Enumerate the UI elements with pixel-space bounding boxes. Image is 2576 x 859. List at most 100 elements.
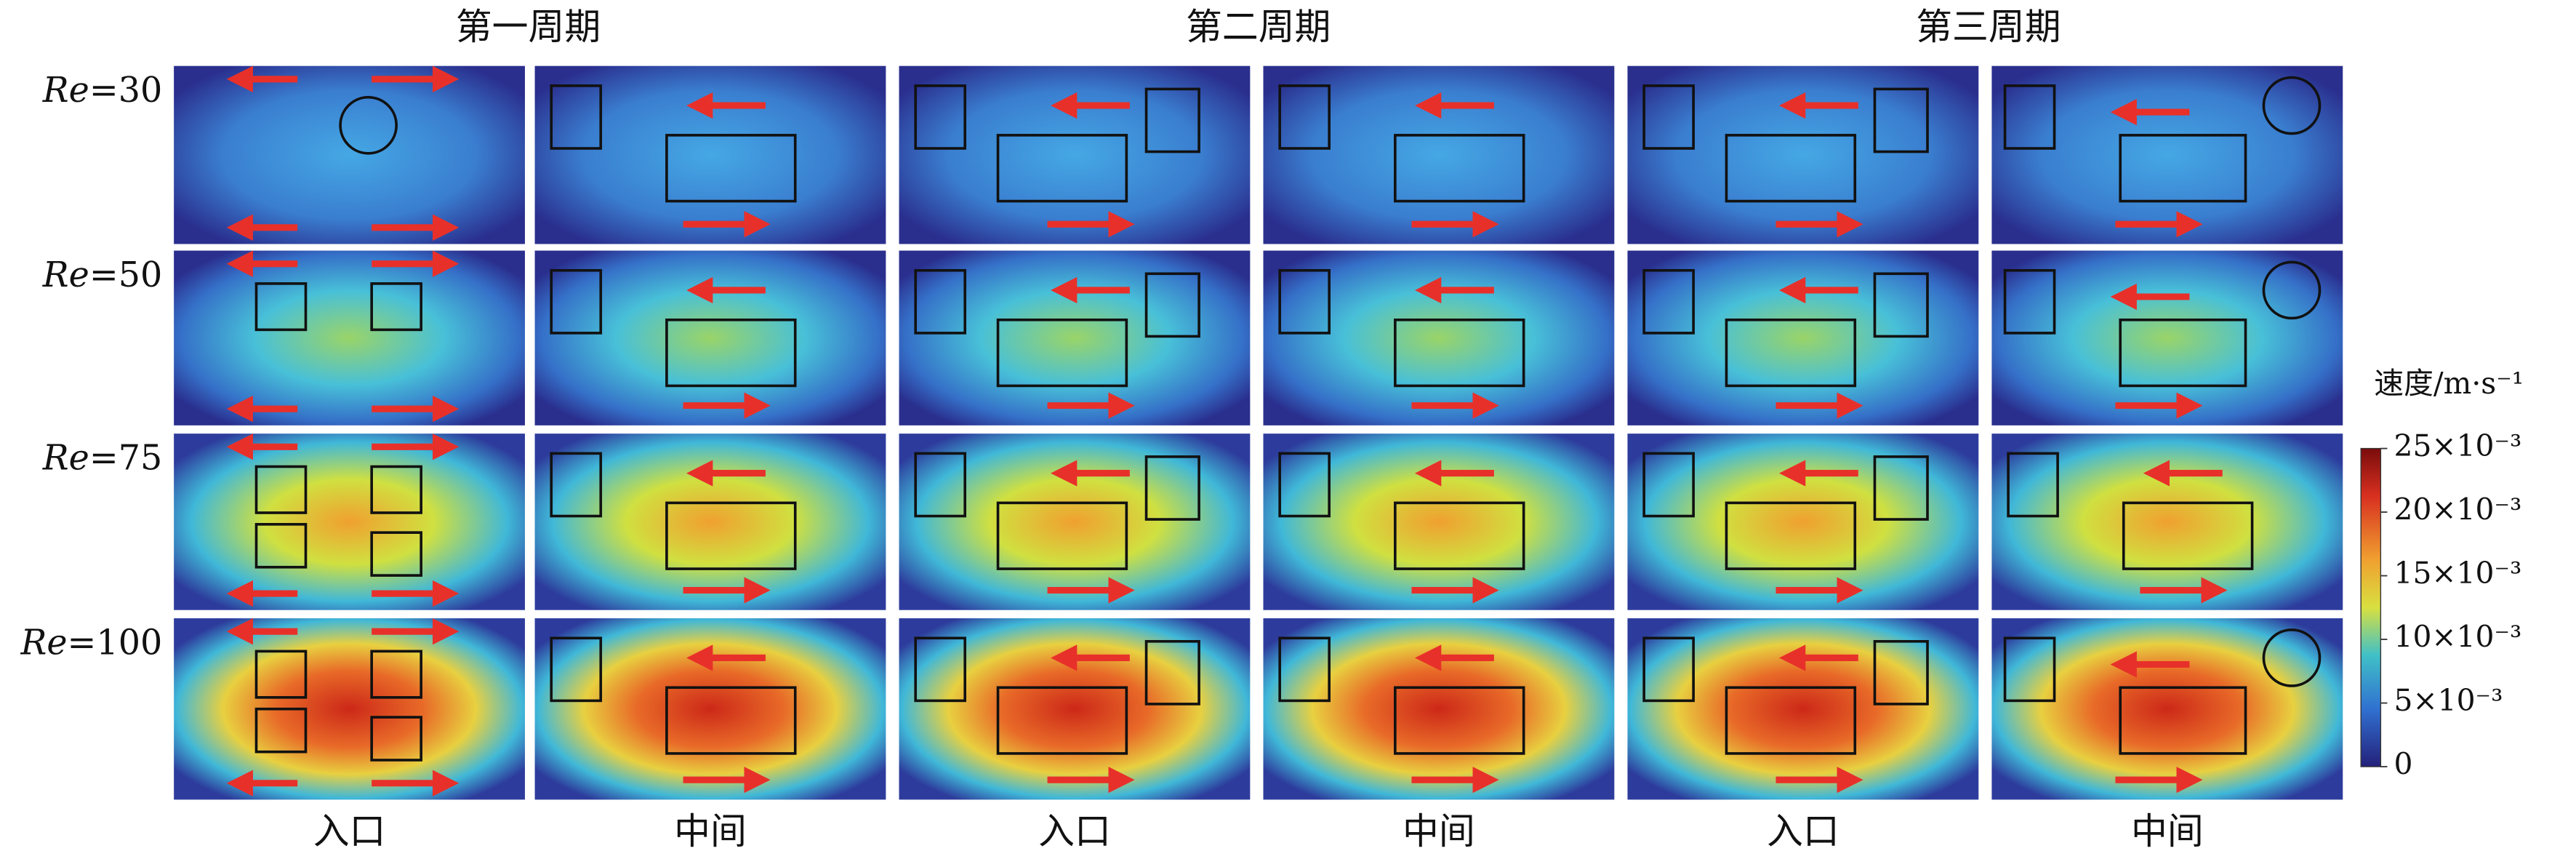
obstacle xyxy=(2262,260,2322,320)
obstacle xyxy=(996,501,1128,570)
velocity-field xyxy=(1991,434,2343,610)
column-label: 入口 xyxy=(1767,810,1839,852)
row-label-variable: Re xyxy=(20,623,68,663)
obstacle xyxy=(370,716,422,762)
obstacle xyxy=(665,686,797,755)
obstacle xyxy=(2003,84,2056,150)
obstacle xyxy=(550,84,603,150)
row-label-value: =50 xyxy=(89,255,162,295)
row-label: Re=30 xyxy=(42,70,162,110)
obstacle xyxy=(1394,134,1525,203)
velocity-field xyxy=(1627,250,1979,425)
obstacle xyxy=(665,318,797,388)
colorbar-tick-label: 15×10⁻³ xyxy=(2394,556,2522,591)
column-header: 第二周期 xyxy=(1186,6,1331,48)
velocity-field xyxy=(534,65,886,244)
row-label-variable: Re xyxy=(42,438,89,478)
obstacle xyxy=(1725,134,1857,203)
obstacle xyxy=(254,282,308,332)
obstacle xyxy=(1642,84,1695,150)
velocity-field xyxy=(174,250,525,425)
obstacle xyxy=(254,650,308,699)
velocity-field xyxy=(1263,65,1615,244)
obstacle xyxy=(1144,87,1200,153)
velocity-field xyxy=(174,65,525,244)
colorbar xyxy=(2360,447,2382,767)
obstacle xyxy=(2003,636,2056,703)
obstacle xyxy=(1725,501,1857,570)
obstacle xyxy=(370,531,422,577)
velocity-field xyxy=(174,618,525,800)
obstacle xyxy=(914,84,967,150)
obstacle xyxy=(2119,686,2247,755)
colorbar-tick-label: 0 xyxy=(2394,747,2413,782)
obstacle xyxy=(370,282,422,332)
obstacle xyxy=(914,636,967,703)
obstacle xyxy=(914,452,967,518)
row-label: Re=75 xyxy=(42,438,162,478)
obstacle xyxy=(1394,686,1525,755)
obstacle xyxy=(254,523,308,569)
obstacle xyxy=(2262,628,2322,687)
obstacle xyxy=(996,318,1128,388)
column-label: 入口 xyxy=(313,810,386,852)
velocity-field xyxy=(174,434,525,610)
obstacle xyxy=(550,636,603,703)
obstacle xyxy=(1873,639,1929,706)
obstacle xyxy=(665,134,797,203)
obstacle xyxy=(1873,87,1929,153)
row-label-variable: Re xyxy=(42,255,89,295)
obstacle xyxy=(2122,501,2254,570)
column-header: 第一周期 xyxy=(456,6,601,48)
row-label: Re=50 xyxy=(42,255,162,295)
velocity-field xyxy=(1263,434,1615,610)
obstacle xyxy=(1278,84,1331,150)
obstacle xyxy=(254,707,308,754)
obstacle xyxy=(996,134,1128,203)
obstacle xyxy=(550,452,603,518)
velocity-field xyxy=(899,434,1251,610)
velocity-field xyxy=(1991,65,2343,244)
velocity-field xyxy=(1627,434,1979,610)
obstacle xyxy=(914,268,967,335)
velocity-field xyxy=(534,434,886,610)
velocity-field xyxy=(534,250,886,425)
obstacle xyxy=(1278,452,1331,518)
obstacle xyxy=(550,268,603,335)
velocity-field xyxy=(899,65,1251,244)
obstacle xyxy=(1278,636,1331,703)
obstacle xyxy=(1144,272,1200,338)
obstacle xyxy=(1278,268,1331,335)
obstacle xyxy=(1873,455,1929,521)
colorbar-title: 速度/m·s⁻¹ xyxy=(2374,366,2524,401)
row-label-value: =30 xyxy=(89,70,162,110)
obstacle xyxy=(1642,268,1695,335)
row-label-value: =75 xyxy=(89,438,162,478)
obstacle xyxy=(996,686,1128,755)
obstacle xyxy=(1144,455,1200,521)
obstacle xyxy=(1873,272,1929,338)
colorbar-tick-label: 5×10⁻³ xyxy=(2394,683,2503,718)
obstacle xyxy=(1144,639,1200,706)
velocity-field xyxy=(1627,618,1979,800)
colorbar-tick-label: 20×10⁻³ xyxy=(2394,492,2522,527)
colorbar-tick-label: 25×10⁻³ xyxy=(2394,428,2522,463)
velocity-field xyxy=(1991,618,2343,800)
column-label: 中间 xyxy=(2131,810,2204,852)
colorbar-tick-label: 10×10⁻³ xyxy=(2394,620,2522,655)
row-label: Re=100 xyxy=(20,623,163,663)
velocity-field xyxy=(534,618,886,800)
obstacle xyxy=(370,650,422,699)
velocity-field xyxy=(1263,618,1615,800)
obstacle xyxy=(1725,318,1857,388)
obstacle xyxy=(1394,318,1525,388)
obstacle xyxy=(1394,501,1525,570)
obstacle xyxy=(370,465,422,514)
obstacle xyxy=(2119,318,2247,388)
row-label-value: =100 xyxy=(68,623,163,663)
velocity-field xyxy=(1991,250,2343,425)
velocity-field xyxy=(1627,65,1979,244)
obstacle xyxy=(2119,134,2247,203)
row-label-variable: Re xyxy=(42,70,89,110)
